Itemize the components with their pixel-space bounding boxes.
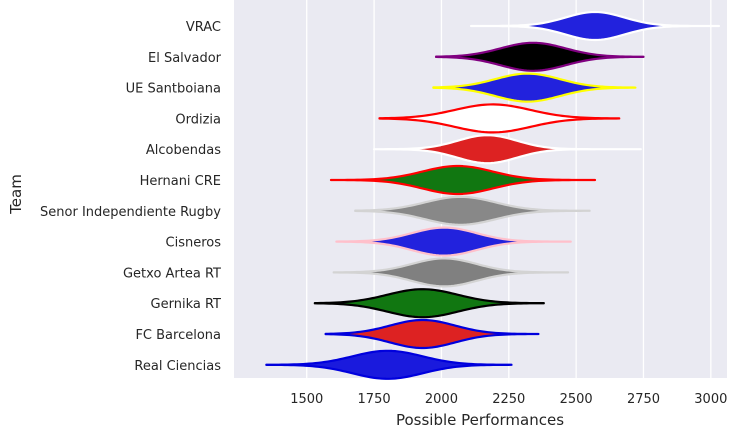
violins — [265, 10, 721, 380]
violin-ordizia — [378, 103, 621, 134]
violin-vrac — [469, 10, 721, 42]
x-tick-label: 2000 — [425, 392, 458, 407]
violin-body — [469, 10, 721, 42]
y-tick-label: Ordizia — [175, 112, 221, 127]
violin-body — [432, 72, 637, 103]
violin-real-ciencias — [265, 349, 513, 380]
y-tick-label: Real Ciencias — [134, 359, 221, 374]
violin-cisneros — [335, 226, 572, 257]
violin-body — [354, 195, 591, 226]
x-tick-label: 1500 — [290, 392, 323, 407]
violin-body — [324, 318, 540, 350]
y-tick-label: UE Santboiana — [126, 82, 221, 97]
x-tick-label: 2250 — [492, 392, 525, 407]
x-axis-label: Possible Performances — [396, 411, 564, 429]
x-tick-labels: 1500 1750 2000 2250 2500 2750 3000 — [290, 392, 727, 407]
y-tick-label: Cisneros — [166, 236, 222, 251]
violin-el-salvador — [434, 41, 645, 72]
y-tick-label: Getxo Artea RT — [123, 266, 221, 281]
violin-alcobendas — [372, 134, 642, 165]
violin-fc-barcelona — [324, 318, 540, 350]
violin-body — [434, 41, 645, 72]
y-tick-label: Alcobendas — [146, 143, 221, 158]
violin-body — [372, 134, 642, 165]
y-axis-label: Team — [7, 174, 25, 215]
violin-body — [265, 349, 513, 380]
x-tick-label: 2500 — [560, 392, 593, 407]
violin-body — [378, 103, 621, 134]
violin-hernani-cre — [329, 164, 597, 196]
violin-body — [313, 288, 545, 319]
y-tick-labels: VRAC El Salvador UE Santboiana Ordizia Alcob… — [40, 20, 222, 374]
x-tick-label: 3000 — [694, 392, 727, 407]
y-tick-label: Hernani CRE — [140, 174, 221, 189]
violin-getxo-artea-rt — [332, 257, 570, 288]
y-tick-label: Senor Independiente Rugby — [40, 205, 221, 220]
y-tick-label: FC Barcelona — [135, 328, 221, 343]
violin-body — [329, 164, 597, 196]
y-tick-label: El Salvador — [148, 51, 222, 66]
x-tick-label: 1750 — [358, 392, 391, 407]
violin-body — [332, 257, 570, 288]
violin-senor-independiente-rugby — [354, 195, 591, 226]
y-tick-label: Gernika RT — [151, 297, 222, 312]
violin-body — [335, 226, 572, 257]
violin-gernika-rt — [313, 288, 545, 319]
x-tick-label: 2750 — [627, 392, 660, 407]
y-tick-label: VRAC — [186, 20, 221, 35]
violin-ue-santboiana — [432, 72, 637, 103]
